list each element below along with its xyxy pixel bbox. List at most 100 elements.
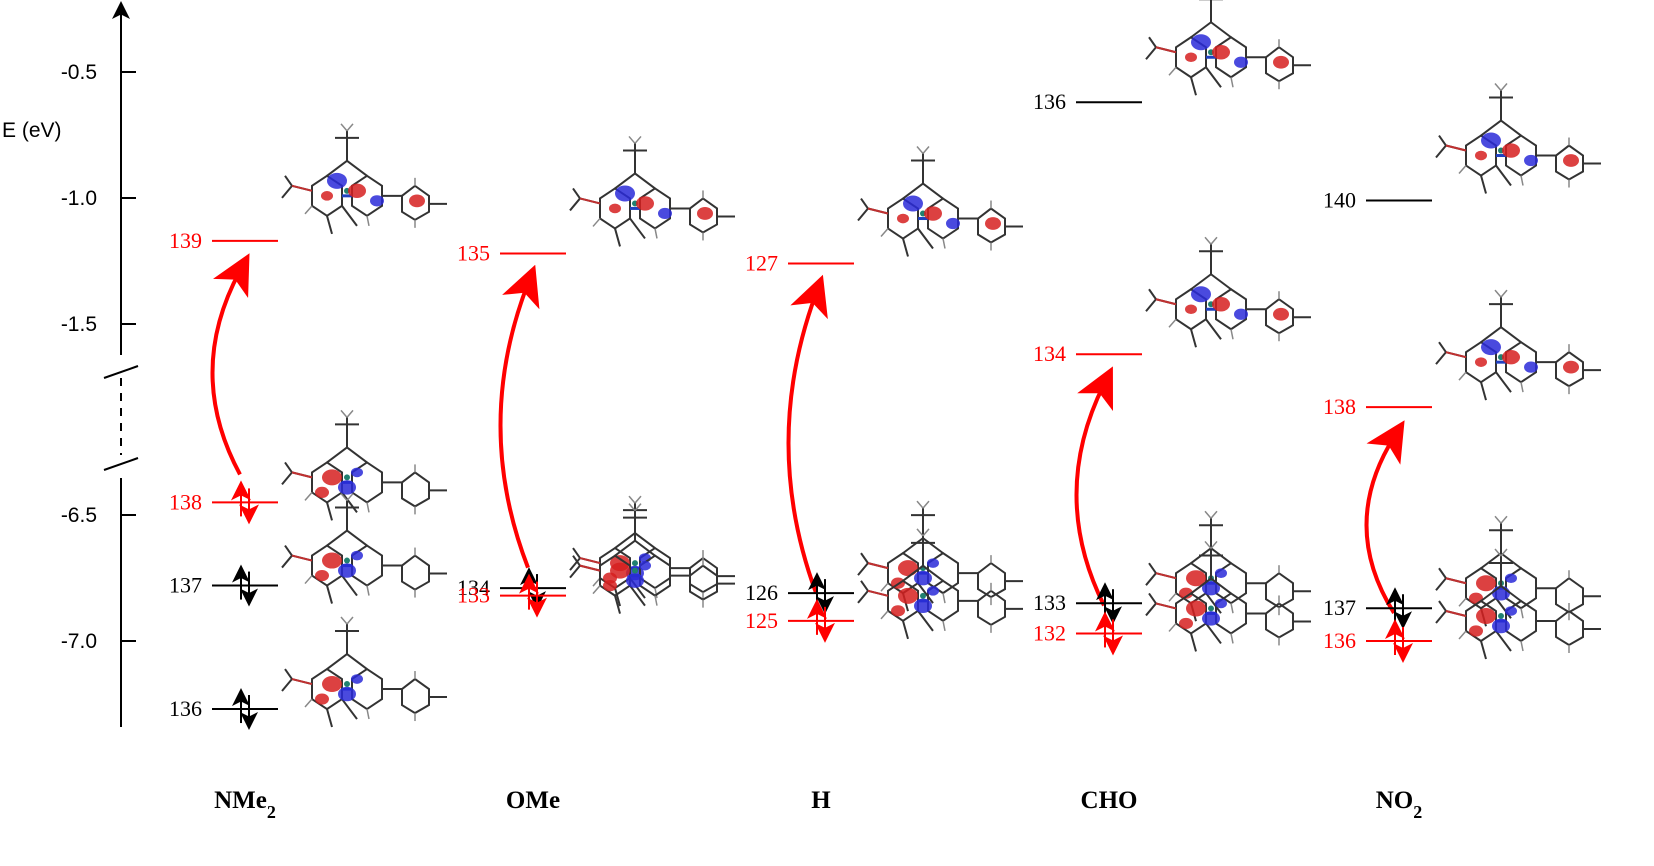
substituent-name: OMe <box>506 787 560 814</box>
orbital-lobe <box>1475 150 1487 161</box>
level-label: 136 <box>1033 89 1066 114</box>
excitation-arrow <box>1364 420 1405 615</box>
energy-axis: E (eV) -0.5 -1.0 -1.5 -6.5 -7.0 <box>2 1 139 727</box>
orbital-lobe <box>914 570 932 586</box>
substituent-name-main: CHO <box>1081 787 1138 814</box>
level-label: 136 <box>1323 628 1356 653</box>
orbital-lobe <box>315 486 329 498</box>
level-label: 135 <box>457 240 490 265</box>
orbital-level: 137 <box>1323 587 1432 630</box>
level-label: 140 <box>1323 188 1356 213</box>
substituent-column: 127 126 125 H <box>745 251 854 814</box>
level-label: 136 <box>169 696 202 721</box>
molecule-skeleton <box>1144 0 1313 97</box>
orbital-lobe <box>615 185 635 202</box>
orbital-lobe <box>1492 618 1510 634</box>
orbital-level: 125 <box>745 598 854 643</box>
axis-tick-label: -1.5 <box>61 313 97 336</box>
orbital-lobe <box>946 217 960 230</box>
orbital-lobe <box>1212 297 1230 312</box>
substituent-column: 140 138 137 136 NO2 <box>1323 188 1432 822</box>
orbital-lobe <box>898 587 918 604</box>
molecule-skeleton <box>280 615 449 729</box>
orbital-lobe <box>1273 307 1289 321</box>
level-label: 134 <box>457 575 490 600</box>
orbital-lobe <box>697 207 713 220</box>
orbital-lobe <box>1502 349 1520 365</box>
substituent-name-main: OMe <box>506 787 560 814</box>
orbital-lobe <box>897 213 909 224</box>
substituent-name-subscript: 2 <box>267 802 276 822</box>
molecule-skeleton <box>1144 509 1313 623</box>
orbital-lobe <box>658 207 672 220</box>
orbital-lobe <box>1481 339 1501 356</box>
molecule-skeleton <box>568 134 737 248</box>
orbital-lobe <box>351 674 363 684</box>
orbital-isosurface <box>568 502 737 616</box>
substituent-name-main: H <box>811 787 831 814</box>
orbital-lobe <box>1476 608 1496 624</box>
molecule-skeleton <box>280 492 449 606</box>
orbital-lobe <box>322 469 342 486</box>
level-label: 125 <box>745 608 778 633</box>
orbital-isosurface <box>1434 547 1603 661</box>
orbital-lobe <box>1475 357 1487 367</box>
orbital-lobe <box>1469 625 1483 637</box>
level-label: 127 <box>745 251 778 276</box>
orbital-lobe <box>626 573 644 588</box>
orbital-lobe <box>1185 304 1197 315</box>
molecule-skeleton <box>856 145 1025 259</box>
orbital-images <box>280 0 1603 729</box>
substituent-name-subscript: 2 <box>1413 802 1422 822</box>
level-label: 133 <box>1033 590 1066 615</box>
axis-label: E (eV) <box>2 119 62 142</box>
level-label: 134 <box>1033 341 1066 366</box>
orbital-level: 136 <box>1323 619 1432 663</box>
orbital-level: 133 <box>1033 582 1142 625</box>
axis-break-mark-lower <box>103 457 139 471</box>
orbital-level: 133 <box>457 573 566 618</box>
orbital-lobe <box>315 569 329 582</box>
orbital-lobe <box>1273 55 1289 69</box>
orbital-lobe <box>903 195 923 212</box>
orbital-lobe <box>338 686 356 702</box>
orbital-lobe <box>1481 132 1501 149</box>
orbital-isosurface <box>1144 0 1313 97</box>
substituent-column: 136 134 133 132 CHO <box>1033 89 1142 814</box>
molecule-skeleton <box>568 494 737 608</box>
orbital-lobe <box>1212 45 1230 60</box>
substituent-name: NO2 <box>1376 787 1423 822</box>
orbital-level: 134 <box>1033 341 1142 366</box>
orbital-isosurface <box>280 492 449 606</box>
orbital-lobe <box>603 580 617 592</box>
orbital-lobe <box>898 560 918 577</box>
orbital-isosurface <box>1434 82 1603 196</box>
orbital-lobe <box>1563 154 1579 167</box>
orbital-lobe <box>351 467 363 478</box>
axis-tick-label: -0.5 <box>61 61 97 84</box>
substituent-name-main: NO <box>1376 787 1414 814</box>
orbital-lobe <box>327 172 347 189</box>
orbital-lobe <box>985 217 1001 230</box>
orbital-level: 126 <box>745 572 854 615</box>
orbital-lobe <box>1186 600 1206 617</box>
orbital-level: 135 <box>457 240 566 265</box>
orbital-lobe <box>1234 56 1248 68</box>
orbital-lobe <box>370 195 384 207</box>
orbital-level: 138 <box>169 480 278 525</box>
level-label: 138 <box>1323 394 1356 419</box>
orbital-lobe <box>338 563 356 578</box>
molecule-skeleton <box>856 527 1025 641</box>
orbital-lobe <box>1524 361 1538 373</box>
level-label: 133 <box>457 583 490 608</box>
orbital-lobe <box>1215 598 1227 609</box>
molecule-skeleton <box>1144 235 1313 349</box>
orbital-lobe <box>609 203 621 214</box>
orbital-lobe <box>1492 586 1510 601</box>
orbital-lobe <box>1234 308 1248 320</box>
orbital-lobe <box>338 480 356 495</box>
orbital-level: 138 <box>1323 394 1432 419</box>
orbital-lobe <box>1505 573 1517 584</box>
substituent-name: H <box>811 787 831 814</box>
